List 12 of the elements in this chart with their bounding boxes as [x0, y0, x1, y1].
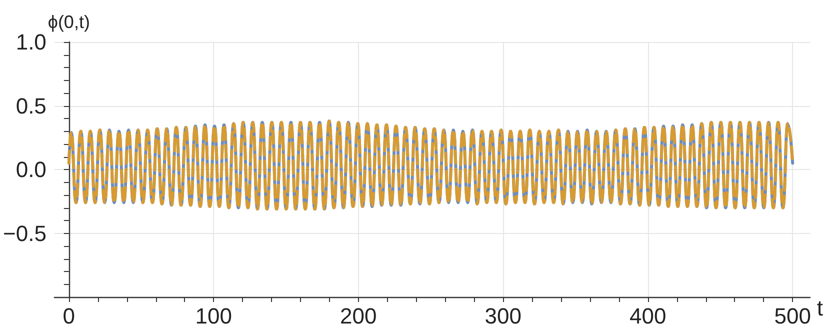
y-tick-label: 1.0 [16, 30, 46, 54]
x-tick-label: 0 [62, 304, 76, 328]
x-tick-label: 500 [774, 304, 811, 328]
x-tick-label: 200 [340, 304, 377, 328]
x-axis-title: t [816, 296, 824, 320]
x-tick-label: 400 [630, 304, 666, 328]
y-axis-title: ϕ(0,t) [48, 12, 90, 32]
y-tick-label: 0.5 [16, 93, 46, 118]
x-tick-label: 100 [195, 304, 232, 328]
x-tick-label: 300 [484, 304, 522, 328]
y-tick-label: −0.5 [2, 220, 46, 246]
y-tick-label: 0.0 [16, 157, 46, 182]
